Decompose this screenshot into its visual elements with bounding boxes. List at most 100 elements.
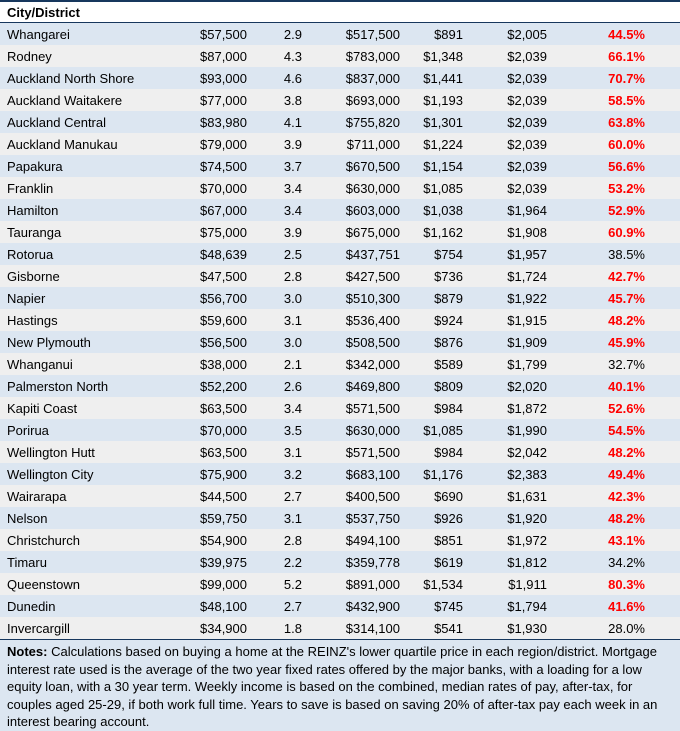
value-cell: $1,908	[507, 224, 547, 240]
table-row: Wairarapa $44,500 2.7 $400,500 $690 $1,6…	[0, 485, 680, 507]
percent-cell: 45.9%	[608, 334, 645, 350]
value-cell: $359,778	[345, 554, 400, 570]
value-cell: $693,000	[345, 92, 400, 108]
table-row: Hastings $59,600 3.1 $536,400 $924 $1,91…	[0, 309, 680, 331]
city-cell: Auckland Waitakere	[7, 92, 123, 108]
value-cell: 3.0	[283, 290, 302, 306]
value-cell: $70,000	[200, 422, 247, 438]
table-row: Auckland Waitakere $77,000 3.8 $693,000 …	[0, 89, 680, 111]
city-cell: Whanganui	[7, 356, 73, 372]
value-cell: $755,820	[345, 114, 400, 130]
value-cell: $1,193	[423, 92, 463, 108]
percent-cell: 32.7%	[608, 356, 645, 372]
city-cell: Palmerston North	[7, 378, 109, 394]
value-cell: $1,872	[507, 400, 547, 416]
city-cell: Papakura	[7, 158, 63, 174]
filler-cell	[645, 397, 680, 419]
value-cell: 3.7	[283, 158, 302, 174]
value-cell: $1,909	[507, 334, 547, 350]
value-cell: $87,000	[200, 48, 247, 64]
percent-cell: 34.2%	[608, 554, 645, 570]
city-cell: Hastings	[7, 312, 58, 328]
city-cell: New Plymouth	[7, 334, 91, 350]
value-cell: $1,911	[508, 576, 547, 592]
table-row: New Plymouth $56,500 3.0 $508,500 $876 $…	[0, 331, 680, 353]
filler-cell	[645, 67, 680, 89]
percent-cell: 60.0%	[608, 136, 645, 152]
value-cell: 3.1	[283, 444, 302, 460]
value-cell: $39,975	[200, 554, 247, 570]
value-cell: $67,000	[200, 202, 247, 218]
value-cell: $427,500	[345, 268, 400, 284]
value-cell: 4.1	[283, 114, 302, 130]
city-cell: Dunedin	[7, 598, 56, 614]
city-cell: Invercargill	[7, 620, 70, 636]
city-cell: Auckland Manukau	[7, 136, 118, 152]
percent-cell: 38.5%	[608, 246, 645, 262]
table-row: Dunedin $48,100 2.7 $432,900 $745 $1,794…	[0, 595, 680, 617]
percent-cell: 60.9%	[608, 224, 645, 240]
table-row: Hamilton $67,000 3.4 $603,000 $1,038 $1,…	[0, 199, 680, 221]
percent-cell: 53.2%	[608, 180, 645, 196]
notes-text: Calculations based on buying a home at t…	[7, 644, 658, 729]
filler-cell	[645, 617, 680, 639]
value-cell: $851	[434, 532, 463, 548]
value-cell: $630,000	[345, 422, 400, 438]
value-cell: $1,441	[423, 70, 463, 86]
value-cell: $1,990	[507, 422, 547, 438]
value-cell: $675,000	[345, 224, 400, 240]
filler-cell	[645, 573, 680, 595]
value-cell: $342,000	[345, 356, 400, 372]
percent-cell: 42.7%	[608, 268, 645, 284]
value-cell: 3.4	[283, 202, 302, 218]
value-cell: 3.4	[283, 400, 302, 416]
value-cell: $1,915	[507, 312, 547, 328]
value-cell: $1,348	[423, 48, 463, 64]
table-row: Porirua $70,000 3.5 $630,000 $1,085 $1,9…	[0, 419, 680, 441]
table-row: Invercargill $34,900 1.8 $314,100 $541 $…	[0, 617, 680, 639]
table-row: Palmerston North $52,200 2.6 $469,800 $8…	[0, 375, 680, 397]
filler-cell	[645, 353, 680, 375]
value-cell: 2.6	[283, 378, 302, 394]
value-cell: $1,038	[423, 202, 463, 218]
value-cell: $879	[434, 290, 463, 306]
value-cell: $93,000	[200, 70, 247, 86]
city-cell: Franklin	[7, 180, 54, 196]
value-cell: $59,600	[200, 312, 247, 328]
value-cell: $1,930	[507, 620, 547, 636]
filler-cell	[645, 331, 680, 353]
value-cell: 3.0	[283, 334, 302, 350]
value-cell: $2,039	[507, 48, 547, 64]
value-cell: $44,500	[200, 488, 247, 504]
value-cell: $83,980	[200, 114, 247, 130]
table-row: Franklin $70,000 3.4 $630,000 $1,085 $2,…	[0, 177, 680, 199]
value-cell: $1,812	[507, 554, 547, 570]
city-cell: Gisborne	[7, 268, 60, 284]
filler-cell	[645, 111, 680, 133]
value-cell: $400,500	[345, 488, 400, 504]
table-row: Christchurch $54,900 2.8 $494,100 $851 $…	[0, 529, 680, 551]
value-cell: $783,000	[345, 48, 400, 64]
value-cell: $926	[434, 510, 463, 526]
table-row: Nelson $59,750 3.1 $537,750 $926 $1,920 …	[0, 507, 680, 529]
value-cell: $754	[434, 246, 463, 262]
city-cell: Auckland Central	[7, 114, 106, 130]
value-cell: $2,039	[507, 158, 547, 174]
table-row: Auckland Manukau $79,000 3.9 $711,000 $1…	[0, 133, 680, 155]
value-cell: $1,154	[423, 158, 463, 174]
value-cell: $1,085	[423, 180, 463, 196]
value-cell: $683,100	[345, 466, 400, 482]
value-cell: $745	[434, 598, 463, 614]
data-table: City/District Whangarei $57,500 2.9 $517…	[0, 0, 680, 639]
percent-cell: 52.6%	[608, 400, 645, 416]
filler-cell	[645, 287, 680, 309]
value-cell: $510,300	[345, 290, 400, 306]
value-cell: $891	[434, 26, 463, 42]
value-cell: $2,039	[507, 136, 547, 152]
percent-cell: 42.3%	[608, 488, 645, 504]
percent-cell: 63.8%	[608, 114, 645, 130]
percent-cell: 66.1%	[608, 48, 645, 64]
value-cell: $2,383	[507, 466, 547, 482]
value-cell: $619	[434, 554, 463, 570]
value-cell: $891,000	[345, 576, 400, 592]
